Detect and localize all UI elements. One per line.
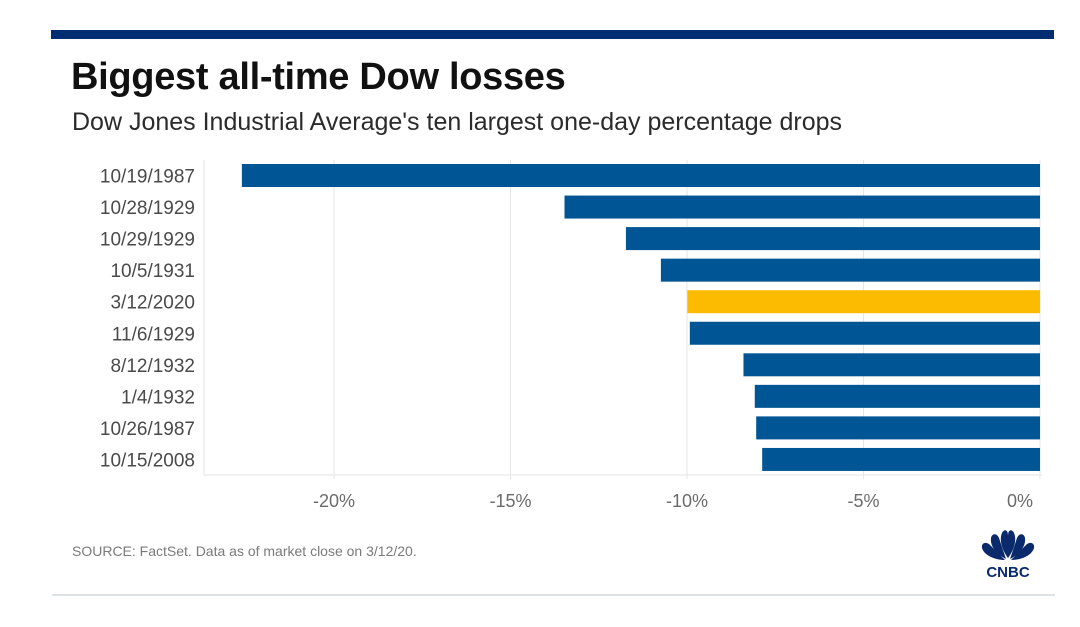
x-tick-label: -20%: [313, 491, 355, 511]
x-tick-label: 0%: [1007, 491, 1033, 511]
category-label: 3/12/2020: [110, 293, 195, 314]
chart-title: Biggest all-time Dow losses: [71, 56, 566, 98]
category-label: 1/4/1932: [121, 387, 195, 408]
top-brand-rule: [51, 30, 1054, 39]
bar: [743, 353, 1040, 377]
bar: [660, 258, 1040, 282]
x-tick-label: -5%: [847, 491, 879, 511]
category-label: 10/28/1929: [100, 198, 195, 219]
bar: [756, 416, 1040, 440]
bottom-rule: [52, 594, 1055, 596]
bar: [625, 227, 1040, 251]
chart-subtitle: Dow Jones Industrial Average's ten large…: [72, 108, 843, 136]
category-label: 8/12/1932: [110, 356, 195, 377]
bars: [241, 164, 1040, 471]
source-note: SOURCE: FactSet. Data as of market close…: [72, 543, 417, 559]
category-label: 10/19/1987: [100, 167, 195, 188]
bar: [689, 321, 1040, 345]
category-label: 10/15/2008: [100, 450, 195, 471]
cnbc-peacock-logo-icon: CNBC: [981, 530, 1035, 580]
bar: [564, 195, 1040, 219]
x-tick-label: -10%: [666, 491, 708, 511]
category-label: 10/26/1987: [100, 419, 195, 440]
x-axis-ticks: -20% -15% -10% -5% 0%: [313, 491, 1033, 511]
bar: [241, 164, 1040, 187]
cnbc-wordmark: CNBC: [986, 564, 1029, 580]
category-label: 10/29/1929: [100, 230, 195, 251]
x-tick-label: -15%: [489, 491, 531, 511]
category-label: 10/5/1931: [110, 261, 195, 282]
bar-highlighted: [687, 290, 1040, 314]
category-label: 11/6/1929: [112, 324, 195, 345]
bar: [754, 384, 1040, 408]
category-labels: 10/19/1987 10/28/1929 10/29/1929 10/5/1931 3…: [100, 167, 195, 472]
bar: [762, 447, 1040, 471]
